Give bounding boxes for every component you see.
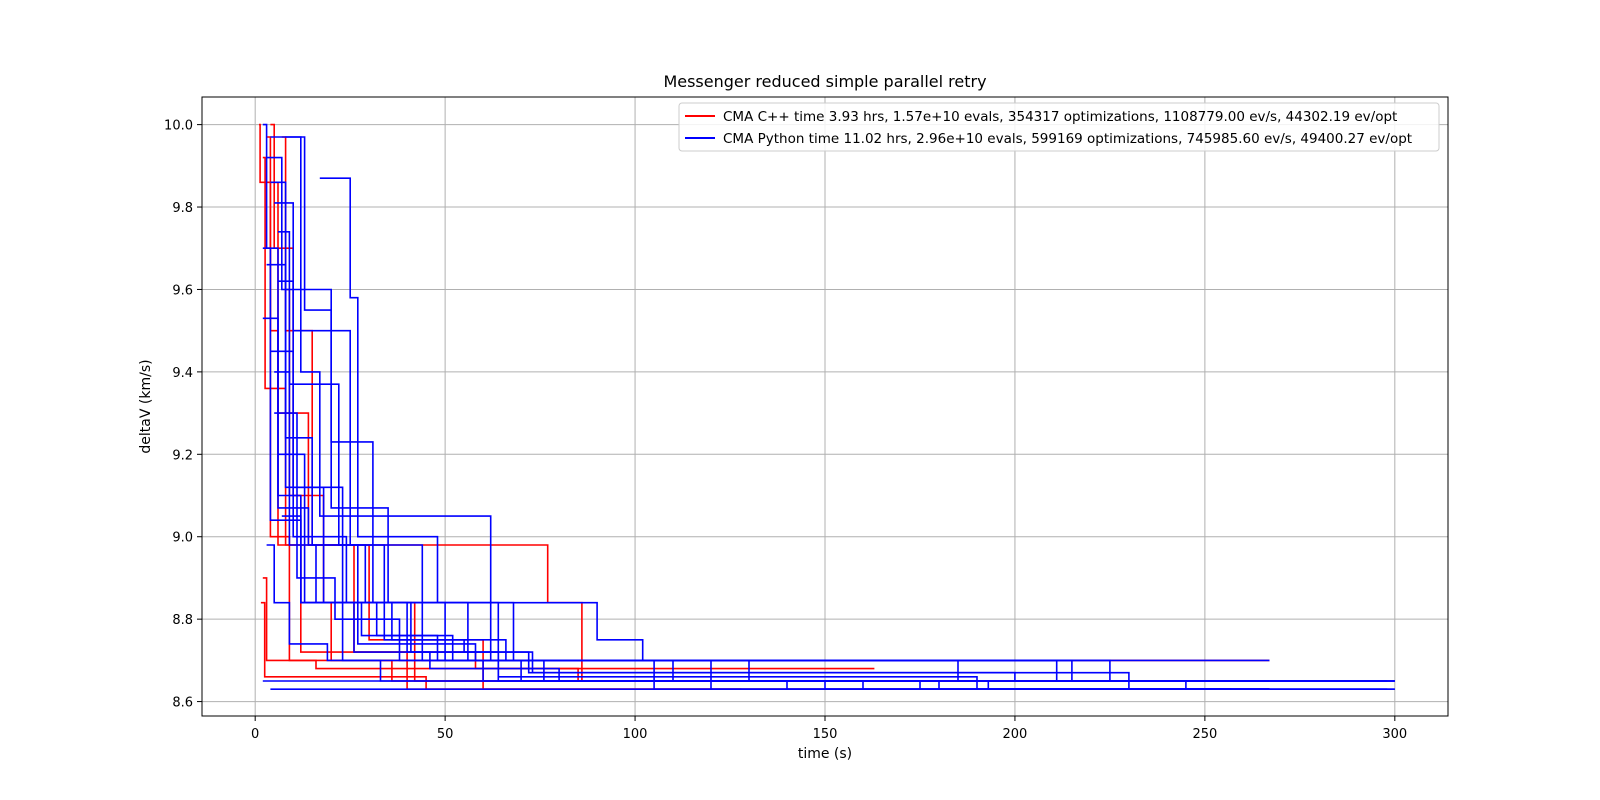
series-1-run-15-line [285, 136, 1395, 682]
legend-entry-0: CMA C++ time 3.93 hrs, 1.57e+10 evals, 3… [723, 109, 1397, 125]
y-tick-label: 8.8 [172, 613, 193, 628]
chart-title: Messenger reduced simple parallel retry [663, 72, 986, 91]
series-1-run-6-line [266, 263, 1270, 682]
y-tick-label: 9.4 [172, 366, 193, 381]
y-tick-label: 8.6 [172, 696, 193, 711]
series-1-run-8-line [270, 350, 1395, 682]
series-1-run-16-line [274, 371, 1270, 691]
legend-entry-1: CMA Python time 11.02 hrs, 2.96e+10 eval… [723, 131, 1412, 147]
series-1-run-0-line [262, 123, 1270, 662]
series-1-run-17-line [278, 280, 1224, 691]
series-1-run-2-line [319, 177, 1395, 691]
series-0-run-1-line [262, 156, 1270, 682]
x-tick-label: 300 [1382, 727, 1407, 742]
series-1-run-10-line [278, 453, 1270, 691]
axis-ticks: 0 50 100 150 200 250 300 8.6 8.8 9.0 9.2 9.4 9.6 9.8 1… [164, 119, 1407, 742]
series-1-run-13-line [270, 181, 1270, 682]
series-1-run-1-line [270, 136, 1395, 682]
y-tick-label: 9.0 [172, 531, 193, 546]
y-tick-label: 9.8 [172, 201, 193, 216]
series-0-run-4-line [274, 181, 742, 691]
x-tick-label: 200 [1003, 727, 1028, 742]
series-1-run-5-line [278, 231, 1232, 691]
y-tick-label: 9.2 [172, 448, 193, 463]
series-lines [259, 123, 1395, 691]
series-0-run-3-line [270, 123, 1270, 682]
x-tick-label: 0 [251, 727, 259, 742]
y-tick-label: 10.0 [164, 119, 193, 134]
x-tick-label: 250 [1192, 727, 1217, 742]
grid-lines [202, 97, 1448, 716]
x-tick-label: 150 [813, 727, 838, 742]
y-axis-label: deltaV (km/s) [138, 359, 154, 453]
series-1-run-7-line [262, 317, 1224, 691]
x-tick-label: 100 [623, 727, 648, 742]
y-tick-label: 9.6 [172, 283, 193, 298]
series-0-run-5-line [281, 136, 1270, 691]
x-axis-label: time (s) [798, 746, 852, 762]
series-0-run-7-line [262, 577, 825, 682]
series-1-run-14-line [262, 247, 1388, 691]
x-tick-label: 50 [437, 727, 454, 742]
series-1-run-4-line [274, 202, 1395, 691]
series-1-run-12-line [266, 544, 1232, 691]
series-1-run-9-line [274, 412, 1270, 691]
legend: CMA C++ time 3.93 hrs, 1.57e+10 evals, 3… [678, 102, 1440, 152]
series-0-run-0-line [259, 123, 1270, 662]
legend-box [678, 102, 1440, 152]
